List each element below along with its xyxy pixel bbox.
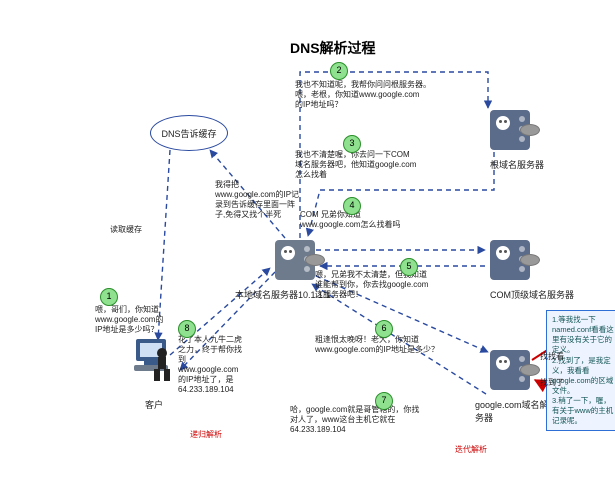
diagram-title: DNS解析过程 (290, 38, 376, 58)
dns-diagram: DNS解析过程 DNS告诉缓存 本地域名服务器10.1.1.1 根域名服务器 C… (0, 0, 615, 500)
lookup-infobox: 1.等我找一下named.conf看看这里有没有关于它的定义。2.找到了，是我定… (546, 310, 615, 431)
annotation-foundLbl: 找到了 (540, 378, 564, 388)
google-dns-server (490, 350, 530, 390)
annotation-a1: 喂，哥们，你知道 www.google.com的 IP地址是多少吗？ (95, 305, 163, 335)
annotation-a8: 花了本人九牛二虎 之力，终于帮你找 到 www.google.com 的IP地址… (178, 335, 242, 395)
root-dns-server (490, 110, 530, 150)
annotation-aw: 我得把 www.google.com的IP记 录到告诉缓存里面一阵 子,免得又找… (215, 180, 299, 220)
step-badge-4: 4 (343, 197, 361, 215)
annotation-a6: 粗逢恨太晚呀！老大，你知道 www.google.com的IP地址是多少？ (315, 335, 439, 355)
step-badge-1: 1 (100, 288, 118, 306)
client-label: 客户 (145, 398, 163, 411)
client-node (130, 335, 178, 395)
annotation-findLbl: 找找看 (540, 352, 564, 362)
com-tld-server (490, 240, 530, 280)
step-badge-8: 8 (178, 320, 196, 338)
dns-cache-label: DNS告诉缓存 (161, 127, 216, 140)
annotation-recurse: 递归解析 (190, 430, 222, 440)
annotation-a2: 我也不知道呢，我帮你问问根服务器。 喂，老根，你知道www.google.com… (295, 80, 431, 110)
step-badge-6: 6 (375, 320, 393, 338)
step-badge-2: 2 (330, 62, 348, 80)
annotation-iterate: 迭代解析 (455, 445, 487, 455)
root-server-label: 根域名服务器 (490, 158, 544, 171)
step-badge-3: 3 (343, 135, 361, 153)
step-badge-7: 7 (375, 392, 393, 410)
dns-cache-node: DNS告诉缓存 (150, 115, 228, 151)
annotation-a3: 我也不清楚喔，你去问一下COM 域名服务器吧，他知道google.com 怎么找… (295, 150, 416, 180)
com-server-label: COM顶级域名服务器 (490, 288, 574, 301)
annotation-ar: 读取缓存 (110, 225, 142, 235)
annotation-a7: 哈，google.com就是哥管辖的，你找 对人了，www这台主机它就在 64.… (290, 405, 419, 435)
step-badge-5: 5 (400, 258, 418, 276)
local-dns-server (275, 240, 315, 280)
